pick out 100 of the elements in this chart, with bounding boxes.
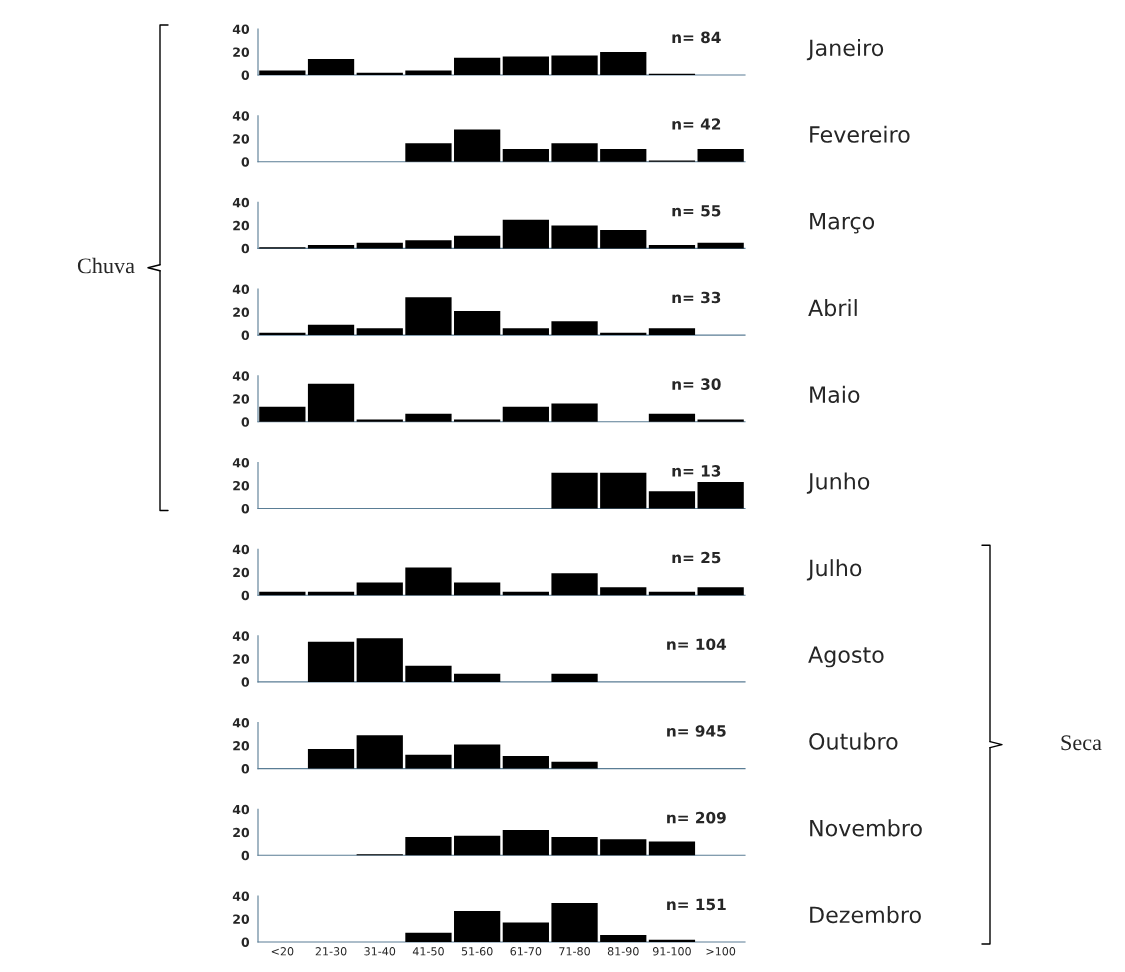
bar: [502, 755, 549, 769]
y-tick-label: 40: [232, 111, 250, 121]
y-tick-label: 40: [232, 371, 250, 381]
bar: [454, 673, 501, 682]
bar: [356, 328, 403, 336]
y-tick-label: 0: [241, 157, 250, 167]
text: Maio: [810, 385, 860, 403]
bar: [600, 230, 647, 249]
y-tick-label: 0: [241, 850, 250, 861]
y-tick-label: 20: [233, 654, 250, 664]
y-tick-label: 20: [233, 914, 250, 924]
bar: [259, 70, 306, 75]
y-tick-label: 20: [233, 220, 250, 231]
y-tick-label: 0: [241, 417, 250, 427]
y-tick-label: 20: [233, 47, 250, 57]
bar: [551, 472, 598, 509]
bar: [600, 472, 647, 509]
bar: [454, 129, 501, 162]
bar: [405, 836, 452, 856]
text: Novembro: [810, 819, 922, 837]
bar: [454, 835, 501, 856]
y-tick-label: 20: [233, 827, 250, 838]
text: Fevereiro: [810, 125, 910, 143]
bar: [405, 567, 452, 596]
bar: [454, 310, 501, 336]
bar: [307, 749, 355, 769]
bar: [307, 58, 355, 75]
y-tick-label: 0: [241, 503, 250, 514]
bar: [551, 902, 598, 942]
bar: [502, 830, 549, 856]
bar: [405, 240, 452, 249]
y-tick-label: 20: [233, 741, 250, 751]
y-tick-label: 40: [232, 718, 250, 728]
bar: [502, 149, 549, 162]
y-tick-label: 0: [241, 937, 250, 947]
bar: [502, 219, 549, 249]
bar: [697, 587, 744, 596]
bar: [697, 482, 744, 509]
x-tick-label: 51-60: [461, 947, 493, 956]
text: Março: [810, 213, 875, 234]
bar: [551, 761, 598, 769]
bar: [454, 910, 501, 942]
annotation: n= 55: [672, 205, 721, 217]
text: Chuva: [77, 257, 135, 274]
annotation: n= 25: [672, 551, 721, 564]
bar: [551, 321, 598, 336]
y-tick-label: 20: [233, 567, 250, 578]
annotation: n= 945: [667, 725, 726, 737]
y-tick-label: 40: [232, 631, 250, 641]
bar: [405, 413, 452, 422]
text: Agosto: [808, 646, 884, 668]
annotation: n= 30: [672, 378, 721, 390]
bar: [405, 143, 452, 162]
y-tick-label: 20: [233, 134, 250, 144]
bar: [405, 70, 452, 75]
bar: [551, 573, 598, 596]
annotation: n= 33: [672, 291, 721, 304]
bar: [454, 57, 501, 75]
bar: [356, 638, 403, 682]
x-tick-label: <20: [271, 947, 294, 956]
bar: [551, 836, 598, 856]
bar: [600, 149, 647, 162]
bar: [356, 735, 403, 769]
annotation: n= 13: [672, 465, 721, 477]
bar: [648, 841, 696, 856]
y-tick-label: 40: [232, 24, 250, 34]
bar: [600, 52, 647, 75]
x-tick-label: 81-90: [607, 947, 639, 956]
x-tick-label: 41-50: [412, 947, 444, 956]
bar: [551, 225, 598, 249]
bar: [454, 582, 501, 596]
text: Julho: [806, 559, 862, 581]
y-tick-label: 0: [241, 330, 250, 341]
bar: [307, 383, 355, 422]
bar: [648, 413, 696, 422]
y-tick-label: 20: [233, 480, 250, 491]
x-tick-label: 71-80: [559, 947, 590, 956]
bar: [259, 406, 306, 422]
bar: [551, 673, 598, 682]
y-tick-label: 0: [241, 764, 250, 774]
bar: [454, 744, 501, 769]
text: Outubro: [809, 732, 898, 750]
text: Dezembro: [810, 905, 921, 924]
bar: [502, 56, 549, 75]
y-tick-label: 0: [241, 590, 250, 601]
y-tick-label: 0: [241, 70, 250, 80]
x-tick-label: >100: [706, 947, 736, 956]
text: Seca: [1061, 735, 1102, 751]
bar: [502, 328, 549, 336]
bar: [405, 665, 452, 682]
bar: [600, 587, 647, 596]
text: Junho: [806, 472, 870, 494]
y-tick-label: 20: [233, 394, 250, 404]
bar: [551, 403, 598, 422]
bar: [405, 932, 452, 942]
bar: [600, 935, 647, 942]
annotation: n= 42: [672, 118, 721, 130]
bar: [307, 641, 355, 682]
y-tick-label: 40: [232, 804, 250, 815]
annotation: n= 151: [667, 898, 726, 911]
